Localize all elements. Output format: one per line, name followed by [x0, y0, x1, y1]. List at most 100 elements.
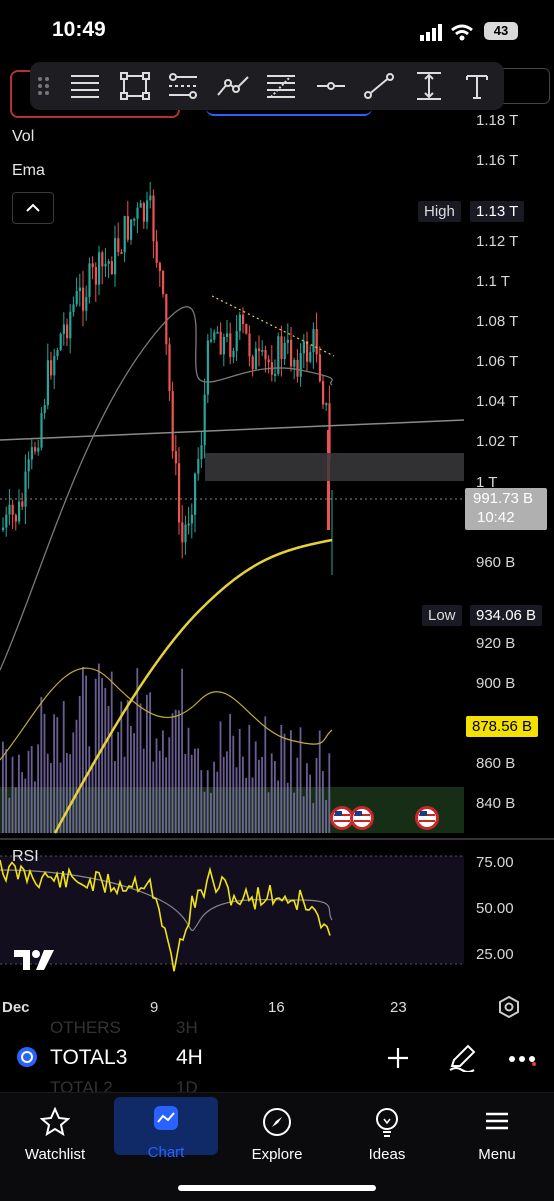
fib-retracement-icon[interactable] — [264, 70, 298, 102]
candle-body — [66, 324, 69, 339]
volume-bar — [178, 710, 180, 833]
add-icon[interactable] — [386, 1046, 410, 1070]
volume-ma-line — [0, 667, 333, 761]
nav-chart[interactable]: Chart — [114, 1097, 218, 1161]
time-label: 23 — [390, 999, 407, 1016]
us-event-flag-2[interactable] — [413, 804, 441, 837]
indicator-ema-label[interactable]: Ema — [12, 162, 45, 179]
time-label: Dec — [2, 999, 30, 1016]
volume-bar — [325, 800, 327, 833]
time-axis[interactable]: Dec 9 16 23 — [0, 996, 554, 1022]
horizontal-line-icon[interactable] — [314, 70, 348, 102]
volume-bar — [114, 761, 116, 833]
home-indicator — [178, 1185, 376, 1191]
volume-bar — [130, 725, 132, 833]
candle-body — [94, 267, 97, 285]
nav-label: Ideas — [368, 1146, 406, 1163]
interval-selector[interactable]: 4H — [176, 1046, 203, 1069]
candle-body — [178, 463, 181, 523]
candle-body — [254, 348, 257, 370]
compass-icon — [263, 1108, 291, 1136]
candle-body — [219, 331, 222, 355]
candle-body — [21, 501, 24, 507]
trend-line-icon[interactable] — [362, 70, 396, 102]
us-event-flag[interactable] — [328, 804, 404, 837]
measure-icon[interactable] — [412, 70, 446, 102]
rsi-band — [0, 856, 464, 964]
volume-bar — [62, 701, 65, 833]
candle-body — [27, 459, 30, 472]
nav-menu[interactable]: Menu — [442, 1097, 552, 1163]
current-price-value: 991.73 B — [473, 490, 534, 507]
volume-bars — [2, 663, 331, 833]
more-options-icon[interactable] — [508, 1052, 538, 1066]
candle-body — [226, 333, 229, 337]
price-chart[interactable] — [0, 110, 464, 840]
indicator-vol-label[interactable]: Vol — [12, 128, 35, 145]
horizontal-lines-icon[interactable] — [68, 70, 102, 102]
volume-bar — [299, 727, 302, 833]
volume-bar — [43, 713, 46, 833]
drag-handle-icon[interactable] — [32, 70, 56, 102]
nav-explore[interactable]: Explore — [222, 1097, 332, 1163]
volume-bar — [101, 678, 103, 833]
candle-body — [72, 304, 75, 312]
candle-body — [101, 252, 104, 267]
indicator-rsi-label[interactable]: RSI — [12, 848, 39, 865]
volume-bar — [216, 771, 219, 833]
volume-bar — [11, 756, 14, 833]
candle-body — [117, 238, 120, 253]
volume-bar — [75, 719, 78, 833]
volume-bar — [14, 787, 17, 833]
volume-bar — [190, 754, 193, 833]
candle-body — [78, 287, 81, 292]
volume-bar — [290, 730, 292, 833]
volume-bar — [245, 777, 247, 833]
time-label: 16 — [268, 999, 285, 1016]
volume-bar — [235, 767, 238, 833]
volume-bar — [66, 753, 68, 833]
candle-body — [62, 324, 65, 335]
volume-bar — [78, 695, 81, 833]
volume-bar — [280, 724, 283, 833]
volume-bar — [197, 748, 199, 833]
volume-bar — [254, 741, 257, 833]
candle-body — [296, 360, 299, 377]
volume-bar — [88, 746, 91, 833]
nav-label: Explore — [251, 1146, 303, 1163]
volume-bar — [242, 756, 244, 833]
volume-bar — [82, 666, 84, 833]
candle-body — [155, 241, 158, 263]
volume-bar — [270, 753, 273, 833]
candle-body — [293, 360, 296, 367]
volume-bar — [322, 771, 324, 833]
volume-bar — [40, 696, 43, 833]
current-price-countdown: 10:42 — [477, 509, 515, 526]
path-icon[interactable] — [216, 70, 250, 102]
candle-body — [46, 360, 49, 406]
candle-body — [274, 373, 277, 376]
text-icon[interactable] — [460, 70, 494, 102]
settings-icon[interactable] — [498, 996, 520, 1018]
rectangle-icon[interactable] — [118, 70, 152, 102]
volume-bar — [315, 757, 318, 833]
symbol-name[interactable]: TOTAL3 — [50, 1046, 128, 1069]
nav-ideas[interactable]: Ideas — [332, 1097, 442, 1163]
chevron-up-icon — [26, 203, 40, 212]
status-bar: 10:49 43 — [0, 0, 554, 62]
candle-body — [34, 447, 37, 452]
pane-divider[interactable] — [0, 838, 554, 840]
nav-watchlist[interactable]: Watchlist — [0, 1097, 110, 1163]
rsi-chart[interactable] — [0, 840, 464, 980]
volume-bar — [277, 780, 279, 833]
drawing-pen-icon[interactable] — [448, 1044, 476, 1072]
price-label: 1.12 T — [476, 233, 519, 250]
volume-bar — [107, 705, 110, 833]
price-label: 1.08 T — [476, 313, 519, 330]
price-label: 860 B — [476, 755, 516, 772]
volume-bar — [5, 748, 7, 833]
parallel-channel-icon[interactable] — [166, 70, 200, 102]
symbol-bar: OTHERS 3H TOTAL2 1D TOTAL3 4H — [0, 1018, 554, 1097]
collapse-indicators-button[interactable] — [12, 192, 54, 224]
candle-body — [107, 261, 110, 264]
